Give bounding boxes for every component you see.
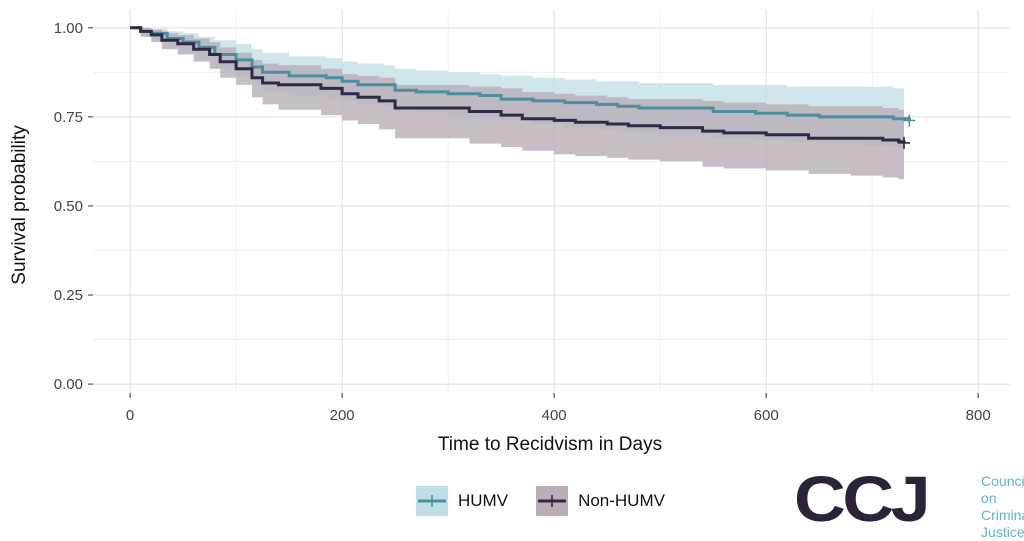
y-tick-label: 0.25 — [54, 287, 83, 304]
axis-ticks: 0 200 400 600 800 0.00 0.25 0.50 0.75 1.00 — [54, 20, 991, 424]
y-tick-label: 0.00 — [54, 376, 83, 393]
legend-label-non-humv: Non-HUMV — [578, 491, 665, 510]
logo-line-1: Council on — [981, 473, 1024, 506]
logo-text: Council on Criminal Justice — [981, 473, 1024, 541]
x-tick-label: 200 — [330, 407, 355, 424]
x-tick-label: 800 — [966, 407, 991, 424]
y-tick-label: 1.00 — [54, 20, 83, 37]
legend: HUMV Non-HUMV — [416, 486, 665, 516]
legend-item-non-humv: Non-HUMV — [536, 486, 665, 516]
curve-non-humv — [130, 26, 906, 144]
curve-humv — [130, 26, 911, 121]
confidence-bands — [130, 27, 904, 180]
censor-mark-non-humv — [897, 136, 910, 149]
band-non-humv — [130, 27, 904, 180]
x-axis-title: Time to Recidvism in Days — [438, 434, 662, 455]
logo-mark: CCJ — [794, 463, 931, 535]
x-tick-label: 600 — [754, 407, 779, 424]
y-axis-title: Survival probability — [9, 125, 30, 285]
x-tick-label: 0 — [126, 407, 134, 424]
survival-chart: 0 200 400 600 800 0.00 0.25 0.50 0.75 1.00 Time t… — [9, 10, 1010, 455]
legend-glyph — [418, 495, 446, 507]
x-tick-label: 400 — [542, 407, 567, 424]
ccj-logo: CCJ Council on Criminal Justice — [794, 463, 1024, 541]
y-tick-label: 0.75 — [54, 109, 83, 126]
legend-label-humv: HUMV — [458, 491, 509, 510]
y-tick-label: 0.50 — [54, 198, 83, 215]
legend-key-humv — [416, 486, 448, 516]
censor-mark-humv — [903, 114, 916, 127]
logo-line-3: Justice — [981, 524, 1024, 540]
logo-line-2: Criminal — [981, 507, 1024, 523]
legend-item-humv: HUMV — [416, 486, 508, 516]
survival-curves — [130, 26, 916, 149]
legend-glyph — [538, 495, 567, 507]
legend-key-non-humv — [536, 486, 569, 516]
